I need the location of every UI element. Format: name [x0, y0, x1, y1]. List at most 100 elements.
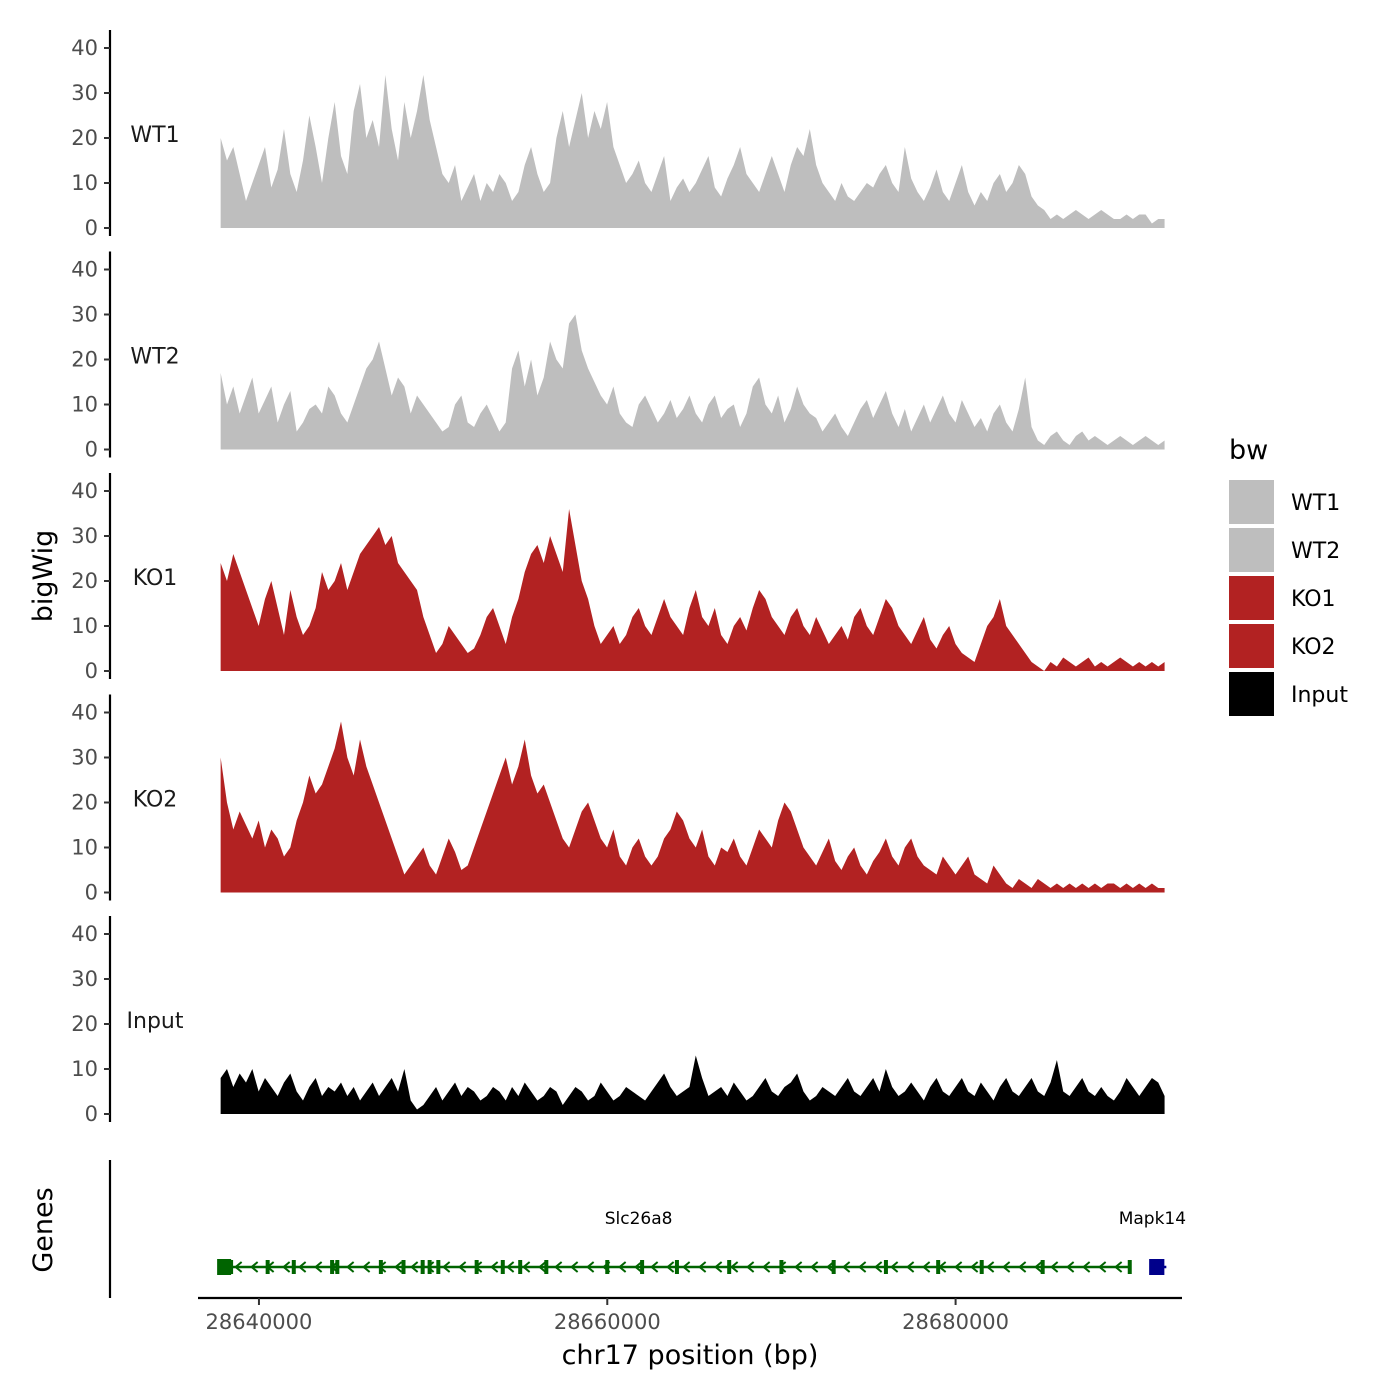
genes-panel: Slc26a8 Mapk14: [108, 1160, 1186, 1298]
exon: [605, 1260, 610, 1274]
y-tick-label: 20: [71, 791, 98, 815]
legend-label: KO2: [1291, 635, 1336, 660]
strand-arrow: [1002, 1261, 1011, 1273]
exon: [291, 1260, 296, 1274]
y-tick-label: 10: [71, 836, 98, 860]
exon: [335, 1260, 340, 1274]
coverage-area-input: [220, 1055, 1165, 1114]
strand-arrow: [874, 1261, 883, 1273]
x-axis: 28640000 28660000 28680000: [198, 1296, 1182, 1334]
y-tick-label: 10: [71, 171, 98, 195]
strand-arrow: [554, 1261, 563, 1273]
strand-arrow: [570, 1261, 579, 1273]
y-tick-label: 0: [85, 216, 98, 240]
track-label: Input: [127, 1009, 184, 1034]
y-tick-label: 30: [71, 967, 98, 991]
exon: [217, 1259, 232, 1275]
strand-arrow: [442, 1261, 451, 1273]
y-tick-label: 20: [71, 1012, 98, 1036]
strand-arrow: [714, 1261, 723, 1273]
strand-arrow: [1082, 1261, 1091, 1273]
bigwig-tracks: 0 10 20 30 40 WT1 0 10 20 30 40 WT2 0 10 20 30 40 KO1 0 10 2…: [71, 30, 1165, 1126]
y-tick-label: 0: [85, 881, 98, 905]
exon: [779, 1260, 784, 1274]
strand-arrow: [298, 1261, 307, 1273]
track-label: KO2: [133, 788, 178, 813]
exon: [979, 1260, 984, 1274]
coverage-area-ko2: [220, 721, 1165, 893]
strand-arrow: [826, 1261, 835, 1273]
strand-arrow: [314, 1261, 323, 1273]
exon: [229, 1260, 234, 1274]
strand-arrow: [234, 1261, 243, 1273]
strand-arrow: [666, 1261, 675, 1273]
strand-arrow: [762, 1261, 771, 1273]
exon: [518, 1260, 523, 1274]
y-tick-label: 30: [71, 524, 98, 548]
legend-label: WT1: [1291, 491, 1340, 516]
strand-arrow: [410, 1261, 419, 1273]
exon: [1154, 1259, 1165, 1275]
legend-label: Input: [1291, 683, 1348, 708]
x-tick-label: 28660000: [554, 1310, 661, 1334]
strand-arrow: [970, 1261, 979, 1273]
strand-arrow: [1018, 1261, 1027, 1273]
exon: [401, 1260, 406, 1274]
strand-arrow: [650, 1261, 659, 1273]
strand-arrow: [842, 1261, 851, 1273]
strand-arrow: [810, 1261, 819, 1273]
exon: [420, 1260, 425, 1274]
gene-mapk14[interactable]: Mapk14: [1119, 1209, 1186, 1275]
strand-arrow: [954, 1261, 963, 1273]
y-tick-label: 30: [71, 303, 98, 327]
exon: [1127, 1260, 1132, 1274]
strand-arrow: [394, 1261, 403, 1273]
exon: [474, 1260, 479, 1274]
gene-label: Slc26a8: [605, 1209, 673, 1229]
strand-arrow: [634, 1261, 643, 1273]
strand-arrow: [1098, 1261, 1107, 1273]
exon: [265, 1260, 270, 1274]
y-tick-label: 40: [71, 258, 98, 282]
track-wt2: 0 10 20 30 40 WT2: [71, 251, 1165, 462]
y-tick-label: 10: [71, 1057, 98, 1081]
y-tick-label: 10: [71, 614, 98, 638]
exon: [1149, 1259, 1160, 1275]
strand-arrow: [698, 1261, 707, 1273]
legend-swatch-ko1: [1229, 576, 1274, 620]
exon: [500, 1260, 505, 1274]
strand-arrow: [522, 1261, 531, 1273]
strand-arrow: [250, 1261, 259, 1273]
x-axis-title: chr17 position (bp): [562, 1340, 819, 1371]
exon: [831, 1260, 836, 1274]
track-label: WT2: [130, 345, 179, 370]
exon: [436, 1260, 441, 1274]
strand-arrow: [506, 1261, 515, 1273]
strand-arrow: [858, 1261, 867, 1273]
strand-arrow: [890, 1261, 899, 1273]
strand-arrow: [538, 1261, 547, 1273]
exon: [427, 1260, 432, 1274]
legend-title: bw: [1229, 435, 1268, 466]
coverage-area-ko1: [220, 509, 1165, 671]
legend-swatch-wt1: [1229, 480, 1274, 524]
gene-label: Mapk14: [1119, 1209, 1186, 1229]
strand-arrow: [618, 1261, 627, 1273]
y-tick-label: 10: [71, 393, 98, 417]
y-tick-label: 0: [85, 659, 98, 683]
track-input: 0 10 20 30 40 Input: [71, 916, 1165, 1126]
gene-slc26a8[interactable]: Slc26a8: [217, 1209, 1132, 1275]
legend-swatch-ko2: [1229, 624, 1274, 668]
coverage-area-wt1: [220, 75, 1165, 228]
legend-swatch-input: [1229, 672, 1274, 716]
y-tick-label: 20: [71, 569, 98, 593]
strand-arrow: [794, 1261, 803, 1273]
y-tick-label: 40: [71, 479, 98, 503]
y-tick-label: 0: [85, 1102, 98, 1126]
genes-axis-title: Genes: [28, 1187, 59, 1272]
track-ko1: 0 10 20 30 40 KO1: [71, 473, 1165, 683]
y-tick-label: 40: [71, 36, 98, 60]
x-tick-label: 28680000: [902, 1310, 1009, 1334]
y-tick-label: 20: [71, 126, 98, 150]
